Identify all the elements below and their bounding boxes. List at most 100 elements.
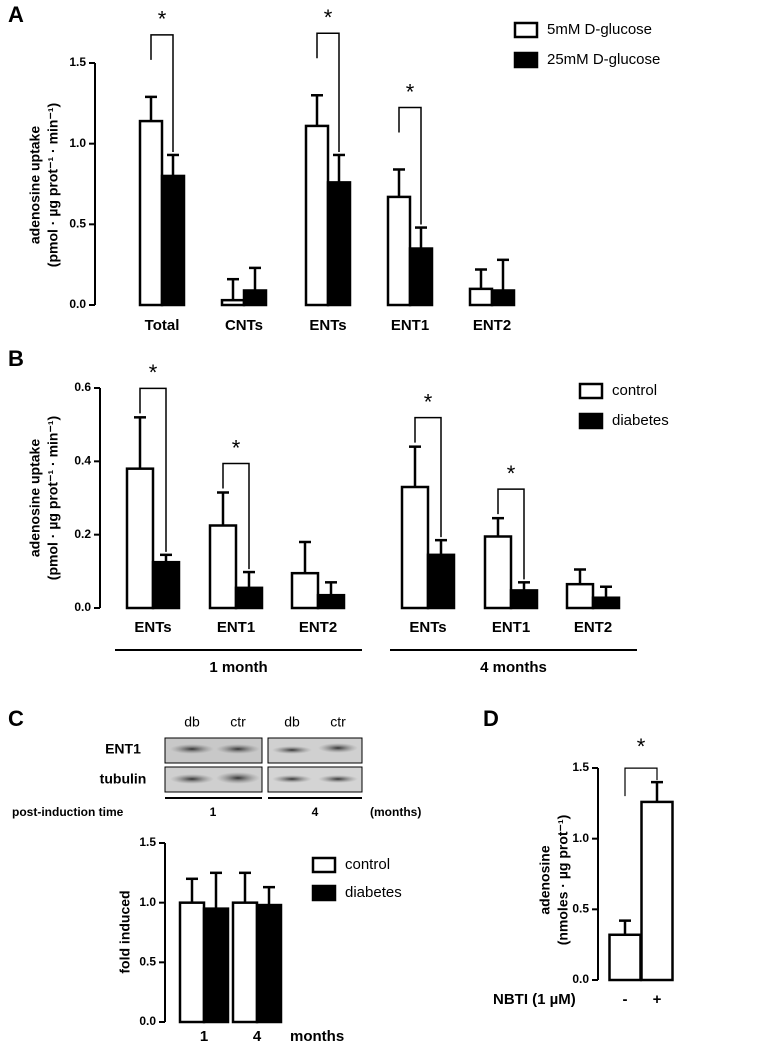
y-axis-label: adenosine uptake — [27, 439, 43, 557]
panel-letter: A — [8, 2, 24, 27]
x-tick-label: ENT1 — [217, 619, 255, 636]
x-tick-label: + — [653, 991, 662, 1008]
blot-time: 1 — [210, 805, 217, 819]
bar — [400, 485, 430, 610]
y-tick-label: 1.0 — [572, 831, 589, 845]
bar — [234, 586, 264, 610]
bar — [202, 907, 230, 1024]
significance-label: * — [424, 389, 433, 414]
significance-bracket — [414, 416, 442, 538]
x-axis-label: months — [290, 1028, 344, 1044]
y-tick-label: 0.2 — [74, 527, 91, 541]
blot-column-label: db — [184, 714, 200, 730]
blot-time-unit: (months) — [370, 805, 421, 819]
bar — [565, 582, 595, 610]
significance-bracket — [398, 106, 422, 225]
bar — [608, 933, 642, 982]
significance-label: * — [324, 5, 333, 30]
y-tick-label: 1.5 — [572, 760, 589, 774]
group-label: 4 months — [480, 659, 547, 676]
x-tick-label: 4 — [253, 1028, 262, 1044]
y-axis-label: (pmol · µg prot⁻¹ · min⁻¹) — [45, 416, 61, 580]
x-tick-label: ENTs — [409, 619, 446, 636]
x-tick-label: ENTs — [309, 317, 346, 334]
legend-swatch — [513, 51, 539, 69]
panel-letter: B — [8, 346, 24, 371]
bar — [160, 174, 186, 307]
significance-bracket — [222, 462, 250, 570]
blot-row-label: ENT1 — [105, 741, 141, 757]
blot-band — [216, 744, 260, 754]
blot-column-label: db — [284, 714, 300, 730]
x-tick-label: ENT2 — [299, 619, 337, 636]
significance-bracket — [316, 32, 340, 152]
y-tick-label: 0.5 — [69, 217, 86, 231]
bar — [483, 535, 513, 610]
y-tick-label: 0.0 — [74, 600, 91, 614]
y-tick-label: 0.0 — [69, 297, 86, 311]
legend-label: 25mM D-glucose — [547, 51, 660, 68]
blot-images — [164, 737, 363, 799]
y-tick-label: 0.5 — [139, 955, 156, 969]
bar — [386, 195, 412, 307]
y-tick-label: 1.0 — [139, 895, 156, 909]
legend-label: control — [345, 856, 390, 873]
bar — [591, 596, 621, 610]
legend-label: control — [612, 382, 657, 399]
y-axis-label: (pmol · µg prot⁻¹ · min⁻¹) — [45, 103, 61, 267]
bar — [490, 289, 516, 307]
legend-swatch — [513, 21, 539, 39]
legend-swatch — [311, 856, 337, 874]
bar — [426, 553, 456, 610]
y-tick-label: 0.5 — [572, 902, 589, 916]
significance-label: * — [406, 79, 415, 104]
significance-label: * — [507, 461, 516, 486]
x-tick-label: - — [623, 991, 628, 1008]
legend-label: diabetes — [612, 412, 669, 429]
x-tick-label: 1 — [200, 1028, 208, 1044]
blot-band — [216, 772, 260, 784]
bar — [304, 124, 330, 307]
legend-swatch — [578, 382, 604, 400]
blot-column-label: ctr — [330, 714, 346, 730]
blot-row-label: tubulin — [100, 771, 147, 787]
blot-time: 4 — [312, 805, 319, 819]
blot-band — [272, 775, 312, 783]
bar — [242, 289, 268, 307]
legend-swatch — [578, 412, 604, 430]
significance-label: * — [637, 734, 646, 759]
y-axis-label: (nmoles · µg prot⁻¹) — [555, 815, 571, 946]
bar — [208, 524, 238, 610]
bar — [326, 181, 352, 307]
y-tick-label: 1.5 — [139, 835, 156, 849]
x-tick-label: ENT1 — [391, 317, 429, 334]
y-axis-label: adenosine — [537, 845, 553, 914]
significance-bracket — [497, 488, 525, 580]
blot-band — [272, 746, 312, 754]
x-tick-label: ENT2 — [574, 619, 612, 636]
significance-label: * — [232, 435, 241, 460]
blot-band — [170, 744, 214, 754]
bar — [178, 901, 206, 1024]
legend-swatch — [311, 884, 337, 902]
bar — [125, 467, 155, 610]
x-tick-label: ENT1 — [492, 619, 530, 636]
significance-bracket — [624, 767, 658, 797]
significance-label: * — [158, 7, 167, 32]
bar — [138, 119, 164, 307]
blot-band — [318, 743, 358, 753]
x-tick-label: ENT2 — [473, 317, 511, 334]
blot-band — [318, 775, 358, 783]
y-axis-label: adenosine uptake — [27, 126, 43, 244]
bar — [151, 560, 181, 610]
bar — [231, 901, 259, 1024]
x-axis-label: NBTI (1 µM) — [493, 991, 576, 1008]
y-tick-label: 1.5 — [69, 55, 86, 69]
y-tick-label: 0.0 — [572, 972, 589, 986]
bar — [468, 287, 494, 307]
y-tick-label: 0.6 — [74, 380, 91, 394]
significance-label: * — [149, 360, 158, 385]
bar — [408, 247, 434, 307]
significance-bracket — [150, 34, 174, 152]
